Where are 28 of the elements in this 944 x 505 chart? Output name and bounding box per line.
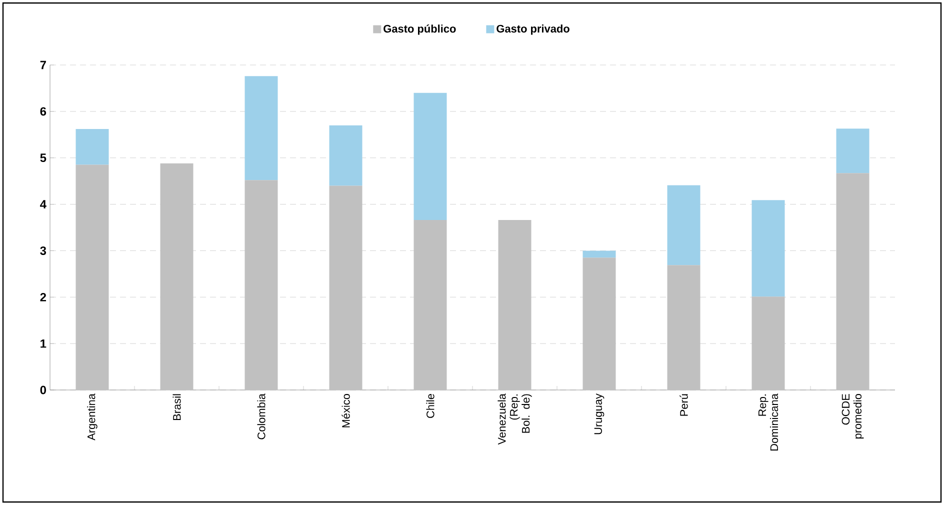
- x-tick-label: Chile: [426, 394, 434, 418]
- legend-label: Gasto privado: [496, 24, 570, 35]
- y-tick-label: 1: [40, 339, 46, 348]
- bar: [329, 125, 362, 186]
- y-tick-label: 7: [40, 60, 46, 70]
- bar: [582, 250, 616, 258]
- legend-label: Gasto público: [384, 24, 456, 35]
- x-tick-label: Uruguay: [594, 394, 604, 434]
- y-tick-label: 0: [40, 386, 46, 394]
- y-tick-label: 6: [40, 107, 46, 116]
- x-tick-label: Venezuela (Rep. Bol. de): [498, 394, 532, 445]
- bar: [667, 185, 700, 266]
- x-tick-label: Argentina: [87, 394, 98, 440]
- x-tick-label: Rep. Dominicana: [758, 394, 778, 450]
- x-tick-label: México: [342, 394, 350, 428]
- y-tick-label: 5: [40, 154, 46, 162]
- bar: [244, 76, 278, 180]
- x-tick-label: OCDE promedio: [842, 394, 864, 438]
- y-tick-label: 4: [40, 200, 46, 208]
- x-tick-label: Perú: [680, 394, 688, 416]
- bar: [752, 200, 785, 297]
- bar: [76, 129, 109, 165]
- x-tick-label: Brasil: [172, 394, 181, 420]
- y-tick-label: 3: [40, 246, 46, 255]
- y-tick-label: 2: [40, 292, 46, 302]
- bar: [836, 128, 870, 174]
- bar: [414, 92, 447, 220]
- x-tick-label: Colombia: [257, 394, 266, 440]
